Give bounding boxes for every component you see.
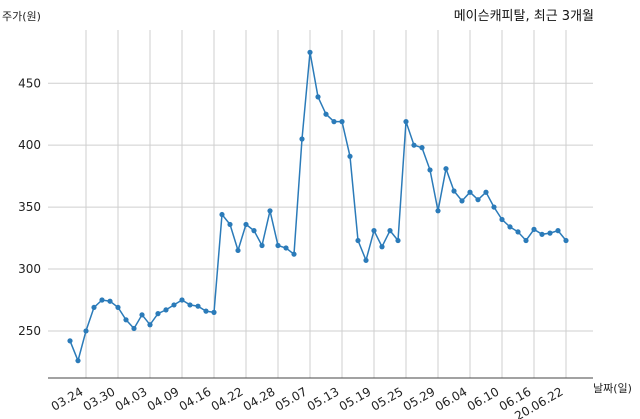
data-point [547,230,553,236]
data-point [291,251,297,257]
data-point [507,224,513,230]
data-point [75,358,81,364]
data-point [499,216,505,223]
data-point [331,119,337,125]
data-point [427,167,433,173]
data-point [227,221,233,228]
x-tick-label: 03.24 [49,384,86,413]
chart-title: 메이슨캐피탈, 최근 3개월 [454,9,594,24]
data-point [307,49,313,55]
y-tick-label: 400 [18,138,41,152]
data-point [139,312,145,318]
data-point [235,247,241,254]
x-tick-label: 04.28 [241,384,278,413]
data-point [379,244,385,250]
data-point [91,304,97,311]
data-point [371,228,377,234]
data-point [411,142,417,148]
data-point [355,237,361,244]
data-point [443,166,449,172]
data-point [467,189,473,195]
data-point [155,311,161,317]
data-point [123,317,129,323]
label-layer: 250 300 350 400 450 03.2403.3004.0304.0904.16… [18,76,565,419]
data-point [563,237,569,244]
x-tick-label: 05.07 [273,384,310,413]
data-point [459,198,465,204]
data-point [403,119,409,125]
x-tick-label: 06.04 [433,384,470,413]
data-point [67,338,73,344]
x-tick-label: 05.29 [401,384,438,413]
data-point [323,111,329,117]
y-axis-label: 주가(원) [2,10,41,23]
data-point [475,197,481,203]
x-tick-label: 04.09 [145,384,182,413]
data-point [435,208,441,214]
x-tick-label: 04.22 [209,384,246,413]
data-point [83,328,89,334]
data-point [395,237,401,244]
data-point [163,307,169,313]
data-point [131,325,137,332]
x-tick-label: 04.03 [113,384,150,413]
data-point [99,297,105,303]
data-point [179,297,185,303]
data-point [195,303,201,309]
x-tick-label: 04.16 [177,384,214,413]
data-point [491,204,497,210]
data-point [259,242,265,249]
y-tick-label: 300 [18,262,41,276]
data-point [243,221,249,228]
data-point [267,208,273,214]
x-axis-label: 날짜(일) [593,381,632,395]
data-point [115,304,121,311]
data-point [187,302,193,308]
data-point [419,145,425,151]
data-point [275,242,281,249]
data-point [523,237,529,244]
data-point [315,94,321,100]
data-point [483,189,489,195]
data-point [211,309,217,315]
data-point [347,153,353,159]
data-point [387,228,393,234]
data-point [251,228,257,234]
x-tick-label: 05.25 [369,384,406,413]
y-tick-label: 350 [18,200,41,214]
data-point [107,298,113,304]
y-tick-label: 450 [18,76,41,90]
data-point [363,257,369,263]
data-point [515,229,521,235]
data-point [539,231,545,237]
data-point [171,302,177,308]
data-point [555,228,561,234]
x-tick-label: 05.19 [337,384,374,413]
data-point [451,188,457,194]
data-point [339,119,345,125]
series-layer [67,49,569,364]
x-tick-label: 06.10 [465,384,502,413]
data-point [299,136,305,142]
data-point [283,245,289,251]
data-point [147,322,153,328]
y-tick-label: 250 [18,324,41,338]
data-point [219,211,225,218]
data-point [531,226,537,232]
grid-layer [48,30,593,378]
x-tick-label: 05.13 [305,384,342,413]
x-tick-label: 03.30 [81,384,118,413]
data-point [203,308,209,314]
